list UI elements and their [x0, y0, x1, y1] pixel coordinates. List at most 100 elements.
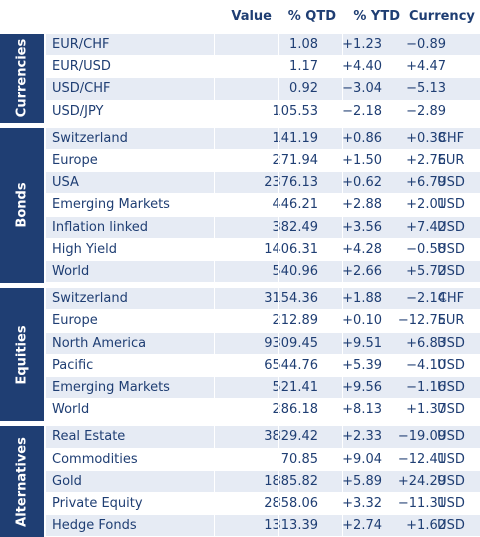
row-qtd: +3.32 — [342, 495, 382, 511]
row-qtd: +8.13 — [342, 402, 382, 418]
table-row: North America 9309.45 +9.51 +6.83 USD — [46, 332, 480, 354]
row-currency: CHF — [437, 291, 465, 307]
column-divider — [278, 172, 279, 194]
row-value: 382.49 — [272, 219, 319, 235]
row-name: Switzerland — [52, 291, 128, 307]
row-qtd: +0.86 — [342, 130, 382, 146]
row-qtd: +9.51 — [342, 335, 382, 351]
row-ytd: +6.83 — [406, 335, 446, 351]
table-row: USA 2376.13 +0.62 +6.79 USD — [46, 172, 480, 194]
column-divider — [342, 34, 343, 56]
row-qtd: +2.74 — [342, 518, 382, 534]
row-ytd: −19.09 — [397, 429, 446, 445]
row-name: Switzerland — [52, 130, 128, 146]
column-divider — [214, 100, 215, 122]
column-divider — [278, 34, 279, 56]
column-divider — [278, 376, 279, 399]
row-qtd: +0.10 — [342, 313, 382, 329]
column-divider — [278, 288, 279, 310]
column-divider — [342, 238, 343, 260]
group-bonds: Bonds Switzerland 141.19 +0.86 +0.38 CHF Europ… — [0, 127, 480, 284]
group-equities: Equities Switzerland 3154.36 +1.88 −2.14 CHF E… — [0, 288, 480, 422]
row-value: 540.96 — [272, 263, 319, 279]
column-divider — [342, 426, 343, 448]
row-name: World — [52, 402, 90, 418]
column-divider — [278, 216, 279, 238]
row-currency: USD — [437, 518, 465, 534]
row-value: 521.41 — [272, 379, 319, 395]
table-row: EUR/USD 1.17 +4.40 +4.47 — [46, 56, 480, 78]
table-row: Pacific 6544.76 +5.39 −4.10 USD — [46, 354, 480, 376]
row-currency: USD — [437, 495, 465, 511]
row-value: 1.08 — [289, 37, 318, 52]
table-row: Emerging Markets 521.41 +9.56 −1.16 USD — [46, 376, 480, 399]
table-row: Real Estate 3829.42 +2.33 −19.09 USD — [46, 426, 480, 448]
column-divider — [342, 448, 343, 470]
row-ytd: +24.29 — [397, 473, 446, 489]
column-divider — [342, 127, 343, 149]
row-currency: USD — [437, 357, 465, 373]
row-currency: USD — [437, 402, 465, 418]
row-qtd: +9.04 — [342, 451, 382, 467]
header-qtd: % QTD — [287, 9, 336, 24]
column-divider — [278, 310, 279, 332]
row-value: 2376.13 — [264, 175, 318, 191]
row-ytd: −0.58 — [406, 241, 446, 257]
row-value: 1885.82 — [264, 473, 318, 489]
row-currency: USD — [437, 335, 465, 351]
table-header: Value % QTD % YTD Currency — [0, 0, 480, 32]
table-row: Switzerland 3154.36 +1.88 −2.14 CHF — [46, 288, 480, 310]
row-value: 3829.42 — [264, 429, 318, 445]
group-band: Bonds — [0, 127, 44, 284]
column-divider — [214, 399, 215, 421]
row-ytd: +2.01 — [406, 197, 446, 213]
row-qtd: +2.66 — [342, 263, 382, 279]
column-divider — [342, 260, 343, 283]
column-divider — [342, 376, 343, 399]
row-qtd: −2.18 — [342, 103, 382, 119]
row-value: 1406.31 — [264, 241, 318, 257]
column-divider — [278, 149, 279, 172]
row-ytd: −12.41 — [397, 451, 446, 467]
column-divider — [214, 172, 215, 194]
row-name: EUR/USD — [52, 59, 111, 75]
column-divider — [214, 515, 215, 537]
row-qtd: +1.23 — [342, 37, 382, 52]
row-qtd: +5.89 — [342, 473, 382, 489]
column-divider — [342, 56, 343, 78]
column-divider — [342, 78, 343, 100]
row-ytd: −4.10 — [406, 357, 446, 373]
column-divider — [278, 56, 279, 78]
row-ytd: −12.75 — [397, 313, 446, 329]
row-name: USD/CHF — [52, 81, 111, 97]
column-divider — [214, 426, 215, 448]
column-divider — [214, 492, 215, 515]
column-divider — [342, 492, 343, 515]
row-name: Gold — [52, 473, 82, 489]
row-name: Pacific — [52, 357, 94, 373]
row-qtd: +3.56 — [342, 219, 382, 235]
column-divider — [278, 470, 279, 492]
row-name: USD/JPY — [52, 103, 104, 119]
column-divider — [342, 515, 343, 537]
table-row: Gold 1885.82 +5.89 +24.29 USD — [46, 470, 480, 492]
row-name: Inflation linked — [52, 219, 149, 235]
row-value: 105.53 — [272, 103, 319, 119]
group-label: Equities — [14, 325, 30, 385]
row-value: 141.19 — [272, 130, 319, 146]
column-divider — [214, 448, 215, 470]
row-name: Hedge Fonds — [52, 518, 137, 534]
table-row: EUR/CHF 1.08 +1.23 −0.89 — [46, 34, 480, 56]
column-divider — [342, 149, 343, 172]
column-divider — [214, 34, 215, 56]
row-qtd: −3.04 — [342, 81, 382, 97]
column-divider — [278, 426, 279, 448]
column-divider — [278, 238, 279, 260]
column-divider — [342, 470, 343, 492]
row-currency: USD — [437, 451, 465, 467]
row-qtd: +9.56 — [342, 379, 382, 395]
row-name: Commodities — [52, 451, 138, 467]
column-divider — [278, 448, 279, 470]
row-currency: USD — [437, 379, 465, 395]
